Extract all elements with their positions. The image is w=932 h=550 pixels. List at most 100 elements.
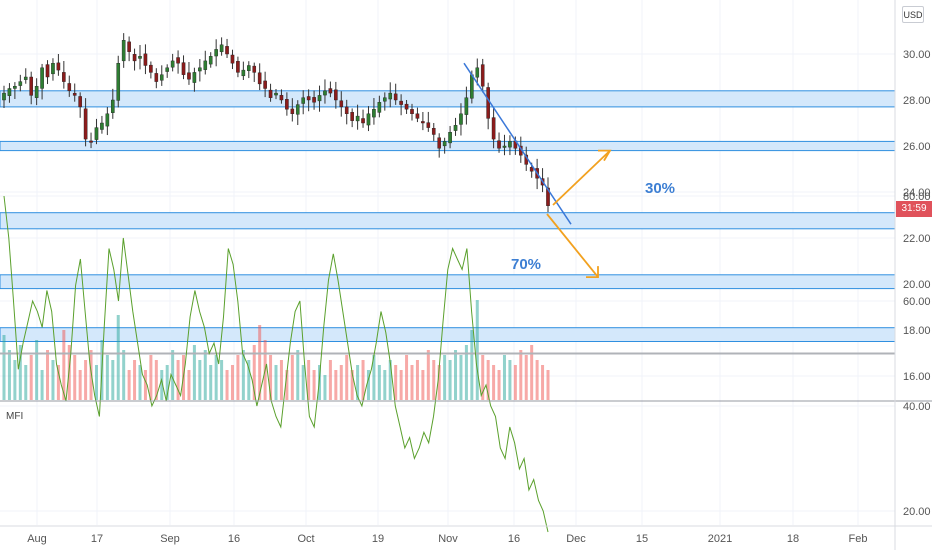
volume-bar	[203, 350, 207, 400]
volume-bar	[29, 355, 33, 400]
candle-body	[198, 67, 202, 72]
candle-body	[399, 100, 403, 105]
volume-bar	[524, 355, 528, 400]
volume-bar	[285, 370, 289, 400]
candle-body	[328, 88, 333, 94]
grid-layer	[0, 0, 895, 525]
candle-body	[127, 41, 131, 52]
candle-body	[181, 62, 186, 75]
candle-body	[56, 62, 61, 71]
trendline	[463, 62, 572, 225]
y-tick-label: 28.00	[903, 95, 931, 107]
volume-bar	[290, 355, 294, 400]
candle-body	[383, 97, 387, 102]
volume-bar	[2, 335, 6, 400]
candle-body	[529, 167, 534, 172]
x-tick-label: 16	[508, 533, 520, 545]
currency-button[interactable]: USD	[902, 6, 924, 23]
volume-bar	[274, 365, 278, 400]
annotation-down-probability: 70%	[511, 256, 541, 273]
candle-body	[225, 46, 229, 55]
y-tick-label: 22.00	[903, 233, 931, 245]
candle-body	[323, 90, 327, 96]
drawings-layer	[463, 62, 612, 279]
candle-body	[208, 56, 213, 65]
volume-bar	[51, 360, 55, 400]
candle-body	[470, 74, 474, 99]
candle-body	[159, 74, 164, 81]
volume-bar	[339, 365, 343, 400]
candle-body	[132, 54, 137, 62]
zone-1	[0, 140, 896, 152]
candle-body	[442, 141, 447, 147]
volume-bar	[241, 350, 245, 400]
candle-body	[105, 113, 110, 127]
volume-bar	[247, 360, 251, 400]
candle-body	[372, 108, 376, 118]
candle-body	[121, 40, 126, 62]
volume-bar	[84, 360, 88, 400]
candle-body	[334, 89, 338, 101]
volume-bar	[334, 370, 338, 400]
candle-body	[301, 97, 306, 104]
candle-body	[149, 64, 153, 73]
candle-body	[203, 60, 208, 70]
volume-bar	[345, 355, 349, 400]
volume-bar	[165, 365, 169, 400]
volume-bar	[513, 365, 517, 400]
candle-body	[51, 63, 55, 75]
volume-bar	[399, 370, 403, 400]
x-tick-label: 18	[787, 533, 799, 545]
countdown-price-tag: 31:59	[896, 201, 932, 217]
mfi-line	[3, 195, 549, 533]
volume-bar	[432, 360, 436, 400]
candle-body	[421, 121, 425, 124]
candle-body	[89, 140, 93, 143]
candle-body	[236, 60, 240, 73]
volume-bar	[443, 355, 447, 400]
volume-bar	[405, 355, 409, 400]
mfi-label: MFI	[6, 411, 23, 422]
zone-4	[0, 327, 896, 343]
y-tick-label: 16.00	[903, 371, 931, 383]
volume-bar	[475, 300, 479, 400]
x-tick-label: 15	[636, 533, 648, 545]
candle-body	[72, 92, 77, 96]
volume-bar	[377, 365, 381, 400]
candle-body	[377, 102, 382, 113]
x-tick-label: Sep	[160, 533, 180, 545]
candle-body	[187, 72, 191, 80]
candle-body	[78, 96, 82, 108]
candle-body	[192, 72, 197, 83]
candle-body	[344, 106, 349, 115]
candle-body	[388, 92, 393, 100]
candle-body	[339, 100, 344, 108]
candle-body	[252, 65, 257, 73]
volume-bar	[18, 345, 22, 400]
volume-bar	[421, 370, 425, 400]
candle-body	[350, 112, 354, 121]
arrow-up-head	[598, 149, 612, 162]
volume-bar	[470, 330, 474, 400]
volume-bar	[171, 350, 175, 400]
volume-bar	[328, 360, 332, 400]
candle-body	[464, 97, 469, 115]
volume-bar	[530, 345, 534, 400]
candle-body	[246, 65, 251, 71]
volume-bar	[127, 370, 131, 400]
candle-body	[502, 145, 507, 148]
candle-body	[67, 83, 72, 91]
candlestick-series	[2, 33, 550, 213]
volume-bar	[415, 360, 419, 400]
candle-body	[143, 53, 148, 66]
volume-bar	[394, 365, 398, 400]
volume-bar	[258, 325, 262, 400]
arrow-down-head	[586, 266, 599, 279]
candle-body	[410, 109, 414, 115]
mfi-y-tick-label: 20.00	[903, 506, 931, 518]
volume-bar	[122, 350, 126, 400]
volume-bar	[323, 375, 327, 400]
volume-bar	[459, 355, 463, 400]
candle-body	[110, 99, 115, 113]
